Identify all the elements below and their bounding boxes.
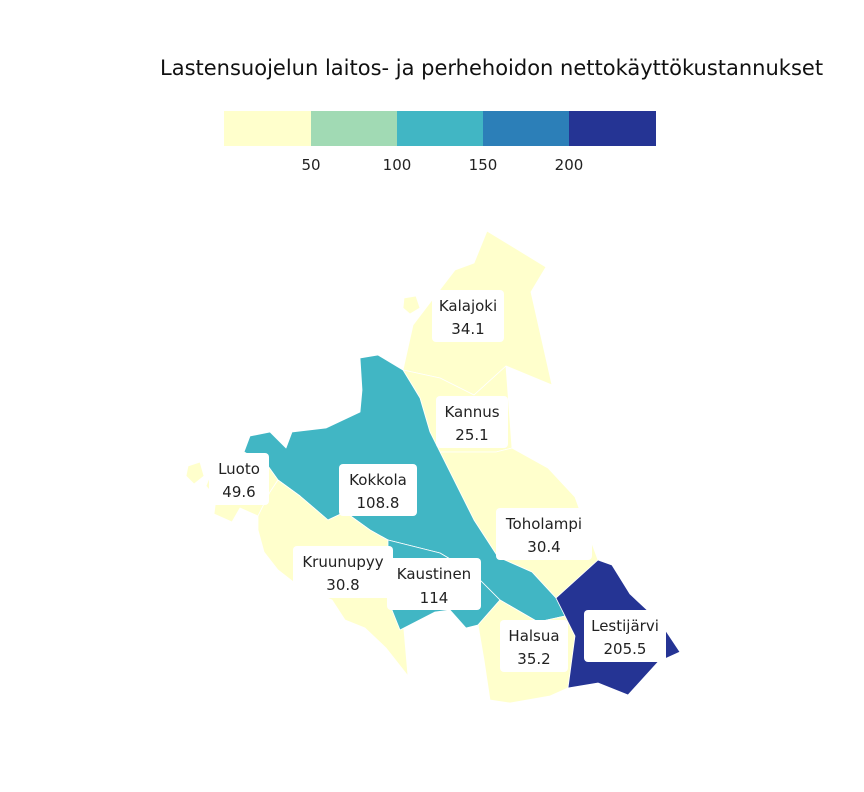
- svg-text:Halsua: Halsua: [508, 627, 559, 645]
- svg-text:Kruunupyy: Kruunupyy: [302, 553, 383, 571]
- legend-tick-200: 200: [555, 156, 584, 174]
- legend-swatch-4: [569, 111, 656, 146]
- svg-text:Toholampi: Toholampi: [505, 515, 582, 533]
- label-halsua: Halsua 35.2: [500, 620, 568, 672]
- label-lestijarvi: Lestijärvi 205.5: [584, 610, 666, 662]
- legend-tick-150: 150: [469, 156, 498, 174]
- legend-swatch-1: [311, 111, 397, 146]
- region-labels: Kalajoki 34.1 Kannus 25.1 Luoto 49.6 Kok…: [209, 290, 666, 672]
- region-luoto: [185, 461, 205, 485]
- svg-text:205.5: 205.5: [604, 640, 647, 658]
- svg-text:30.4: 30.4: [527, 538, 560, 556]
- svg-text:Luoto: Luoto: [218, 460, 260, 478]
- legend-tick-50: 50: [301, 156, 320, 174]
- legend-swatch-0: [224, 111, 311, 146]
- label-kaustinen: Kaustinen 114: [387, 558, 481, 610]
- svg-text:35.2: 35.2: [517, 650, 550, 668]
- svg-text:108.8: 108.8: [357, 494, 400, 512]
- svg-text:Lestijärvi: Lestijärvi: [591, 617, 659, 635]
- legend-swatch-3: [483, 111, 569, 146]
- map-title: Lastensuojelun laitos- ja perhehoidon ne…: [160, 56, 824, 80]
- label-kokkola: Kokkola 108.8: [339, 464, 417, 516]
- svg-text:30.8: 30.8: [326, 576, 359, 594]
- label-toholampi: Toholampi 30.4: [496, 508, 592, 560]
- svg-text:Kannus: Kannus: [444, 403, 499, 421]
- legend: 50 100 150 200: [224, 111, 656, 174]
- svg-text:114: 114: [420, 589, 449, 607]
- label-kalajoki: Kalajoki 34.1: [432, 290, 504, 342]
- label-kruunupyy: Kruunupyy 30.8: [293, 546, 393, 598]
- label-kannus: Kannus 25.1: [436, 396, 508, 448]
- svg-text:34.1: 34.1: [451, 320, 484, 338]
- region-kalajoki: [402, 295, 421, 315]
- legend-tick-100: 100: [383, 156, 412, 174]
- svg-text:Kaustinen: Kaustinen: [397, 565, 471, 583]
- legend-swatch-2: [397, 111, 483, 146]
- svg-text:Kokkola: Kokkola: [349, 471, 407, 489]
- svg-text:Kalajoki: Kalajoki: [439, 297, 497, 315]
- label-luoto: Luoto 49.6: [209, 453, 269, 505]
- svg-text:25.1: 25.1: [455, 426, 488, 444]
- svg-text:49.6: 49.6: [222, 483, 255, 501]
